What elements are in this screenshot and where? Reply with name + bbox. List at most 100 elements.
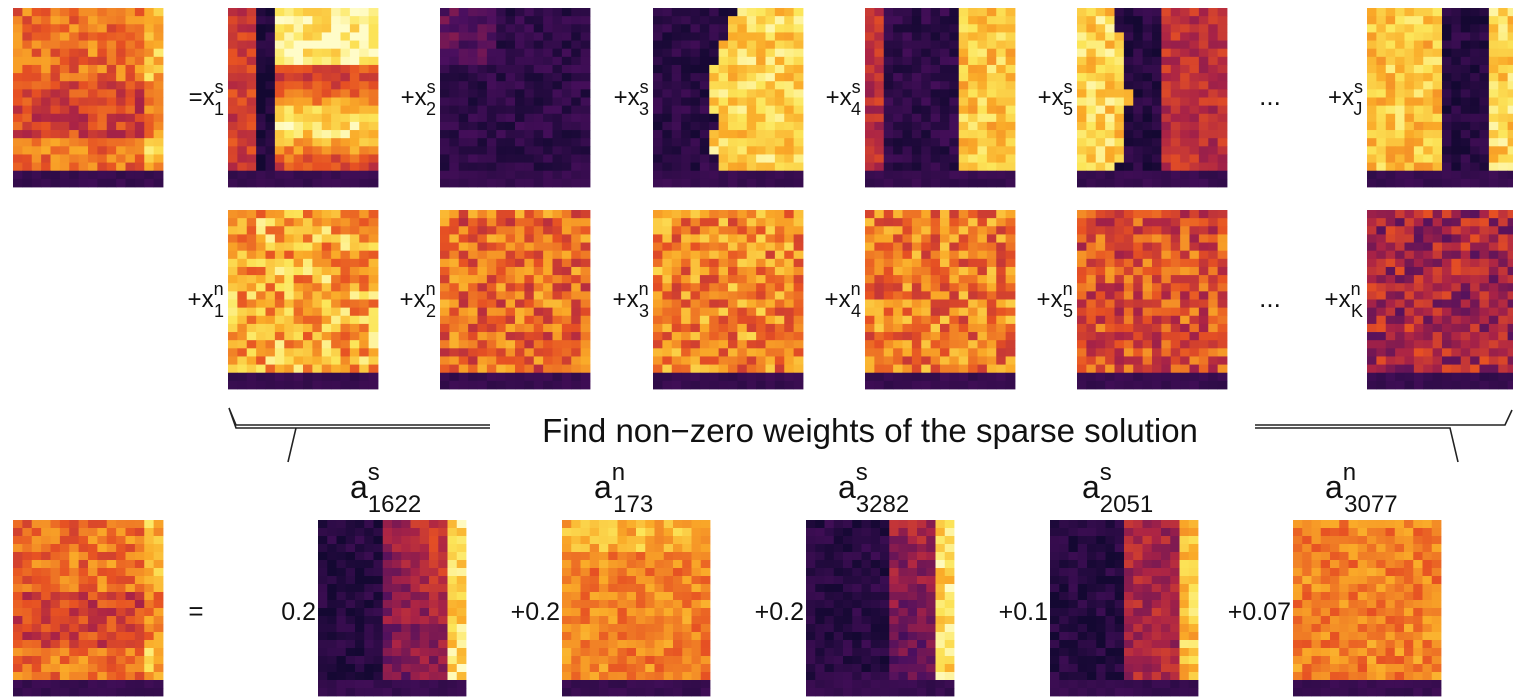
pixel (524, 146, 534, 155)
pixel (766, 308, 776, 317)
pixel (88, 130, 98, 139)
pixel (1489, 81, 1499, 90)
pixel (1508, 65, 1513, 74)
pixel (1376, 381, 1386, 390)
pixel (79, 89, 89, 98)
pixel (653, 163, 663, 172)
pixel (359, 283, 369, 292)
pixel (931, 210, 941, 219)
pixel (369, 210, 379, 219)
pixel (60, 600, 70, 608)
pixel (949, 218, 959, 227)
pixel (1433, 218, 1443, 227)
pixel (581, 226, 591, 235)
pixel (247, 122, 257, 131)
pixel (154, 688, 164, 696)
pixel (79, 632, 89, 640)
pixel (506, 138, 516, 147)
pixel (369, 16, 379, 25)
pixel (1451, 243, 1461, 252)
pixel (126, 680, 136, 688)
pixel (440, 226, 450, 235)
pixel (1143, 283, 1153, 292)
pixel (1143, 308, 1153, 317)
pixel (996, 114, 1006, 123)
pixel (1190, 16, 1200, 25)
pixel (350, 251, 360, 260)
pixel (359, 8, 369, 17)
pixel (524, 356, 534, 365)
pixel (515, 381, 525, 390)
pixel (968, 81, 978, 90)
pixel (747, 267, 757, 276)
pixel (126, 130, 136, 139)
pixel (1180, 179, 1190, 188)
pixel (562, 130, 572, 139)
superscript: s (215, 77, 224, 97)
pixel (449, 179, 459, 188)
pixel (1006, 365, 1016, 374)
pixel (903, 65, 913, 74)
pixel (1133, 146, 1143, 155)
pixel (256, 259, 266, 268)
pixel (79, 122, 89, 131)
pixel (79, 576, 89, 584)
pixel (1124, 179, 1134, 188)
pixel (60, 568, 70, 576)
pixel (1161, 308, 1171, 317)
pixel (766, 49, 776, 58)
pixel (88, 520, 98, 528)
pixel (959, 291, 969, 300)
pixel (996, 373, 1006, 382)
pixel (1489, 16, 1499, 25)
pixel (571, 81, 581, 90)
pixel (51, 536, 61, 544)
pixel (449, 114, 459, 123)
pixel (369, 243, 379, 252)
pixel (794, 98, 804, 107)
pixel (719, 98, 729, 107)
pixel (709, 8, 719, 17)
pixel (921, 356, 931, 365)
pixel (1180, 308, 1190, 317)
pixel (728, 24, 738, 33)
pixel (154, 664, 164, 672)
pixel (931, 16, 941, 25)
pixel (41, 576, 51, 584)
pixel (1161, 73, 1171, 82)
pixel (22, 89, 32, 98)
pixel (1115, 275, 1125, 284)
pixel (1086, 356, 1096, 365)
pixel (1405, 348, 1415, 357)
pixel (794, 348, 804, 357)
pixel (515, 73, 525, 82)
pixel (1152, 138, 1162, 147)
pixel (32, 89, 42, 98)
pixel (1508, 348, 1513, 357)
pixel (154, 154, 164, 163)
pixel (1208, 234, 1218, 243)
pixel (921, 57, 931, 66)
pixel (1133, 340, 1143, 349)
pixel (13, 656, 23, 664)
pixel (266, 179, 276, 188)
pixel (766, 356, 776, 365)
pixel (1115, 122, 1125, 131)
pixel (97, 106, 107, 115)
pixel (865, 138, 875, 147)
pixel (468, 122, 478, 131)
pixel (331, 365, 341, 374)
pixel (69, 592, 79, 600)
pixel (350, 365, 360, 374)
pixel (1143, 251, 1153, 260)
pixel (303, 49, 313, 58)
pixel (940, 218, 950, 227)
spectrogram (440, 210, 590, 389)
pixel (1423, 154, 1433, 163)
pixel (350, 171, 360, 180)
pixel (968, 49, 978, 58)
pixel (13, 154, 23, 163)
pixel (903, 300, 913, 309)
pixel (1171, 291, 1181, 300)
